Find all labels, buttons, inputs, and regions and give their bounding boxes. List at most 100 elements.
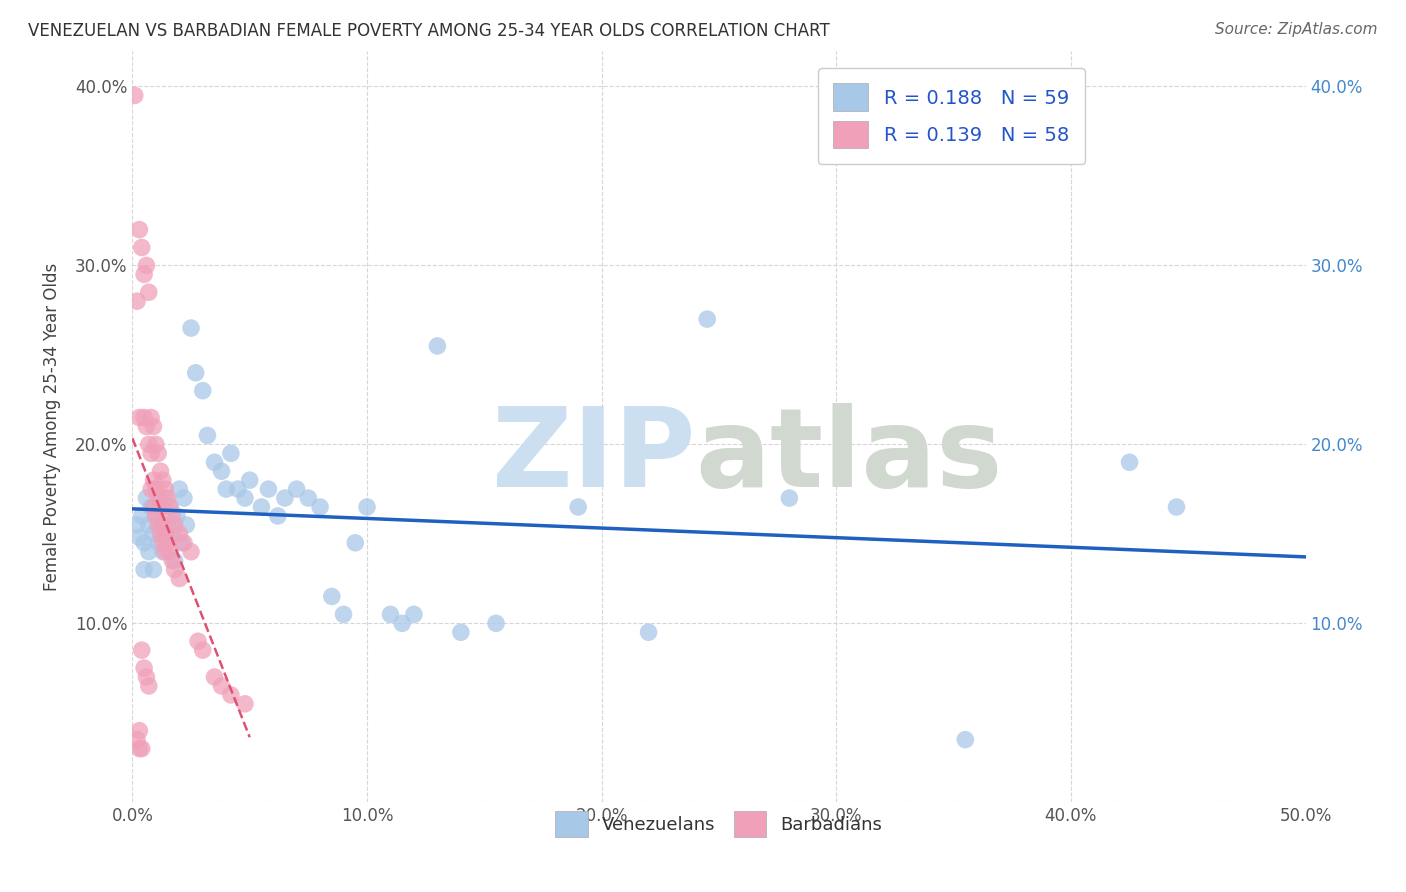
Text: atlas: atlas bbox=[696, 403, 1002, 510]
Point bbox=[125, 732, 148, 747]
Point bbox=[169, 482, 191, 496]
Point bbox=[169, 526, 191, 541]
Point bbox=[215, 482, 238, 496]
Point bbox=[285, 482, 308, 496]
Point bbox=[426, 339, 449, 353]
Point bbox=[211, 679, 233, 693]
Point bbox=[152, 473, 174, 487]
Text: VENEZUELAN VS BARBADIAN FEMALE POVERTY AMONG 25-34 YEAR OLDS CORRELATION CHART: VENEZUELAN VS BARBADIAN FEMALE POVERTY A… bbox=[28, 22, 830, 40]
Point bbox=[159, 500, 181, 514]
Point bbox=[204, 670, 226, 684]
Point bbox=[211, 464, 233, 478]
Point bbox=[197, 428, 219, 442]
Point bbox=[219, 446, 242, 460]
Point bbox=[1166, 500, 1188, 514]
Point bbox=[128, 222, 150, 236]
Point bbox=[125, 294, 148, 309]
Point bbox=[163, 563, 186, 577]
Point bbox=[184, 366, 207, 380]
Point bbox=[180, 545, 202, 559]
Point bbox=[135, 491, 157, 505]
Point bbox=[149, 517, 172, 532]
Point bbox=[162, 508, 184, 523]
Point bbox=[138, 679, 160, 693]
Point bbox=[156, 536, 179, 550]
Point bbox=[148, 536, 170, 550]
Point bbox=[173, 491, 195, 505]
Point bbox=[135, 670, 157, 684]
Point bbox=[142, 419, 165, 434]
Legend: Venezuelans, Barbadians: Venezuelans, Barbadians bbox=[547, 802, 891, 846]
Point bbox=[159, 545, 181, 559]
Point bbox=[321, 590, 343, 604]
Point bbox=[138, 285, 160, 300]
Point bbox=[166, 508, 188, 523]
Point bbox=[485, 616, 508, 631]
Point bbox=[233, 491, 256, 505]
Point bbox=[142, 473, 165, 487]
Point bbox=[309, 500, 332, 514]
Point bbox=[152, 545, 174, 559]
Point bbox=[138, 545, 160, 559]
Point bbox=[233, 697, 256, 711]
Point bbox=[180, 321, 202, 335]
Point bbox=[139, 482, 162, 496]
Point bbox=[128, 741, 150, 756]
Point bbox=[297, 491, 319, 505]
Point bbox=[149, 526, 172, 541]
Point bbox=[131, 240, 153, 254]
Point bbox=[191, 384, 214, 398]
Point bbox=[135, 419, 157, 434]
Point bbox=[155, 491, 177, 505]
Point bbox=[152, 517, 174, 532]
Point bbox=[955, 732, 977, 747]
Point bbox=[145, 437, 167, 451]
Point bbox=[142, 563, 165, 577]
Point bbox=[124, 88, 146, 103]
Point bbox=[162, 554, 184, 568]
Point bbox=[187, 634, 209, 648]
Point bbox=[135, 259, 157, 273]
Text: ZIP: ZIP bbox=[492, 403, 696, 510]
Point bbox=[131, 508, 153, 523]
Text: Source: ZipAtlas.com: Source: ZipAtlas.com bbox=[1215, 22, 1378, 37]
Point bbox=[778, 491, 800, 505]
Point bbox=[142, 500, 165, 514]
Point bbox=[139, 500, 162, 514]
Point bbox=[128, 723, 150, 738]
Point bbox=[132, 536, 155, 550]
Point bbox=[139, 410, 162, 425]
Point bbox=[148, 491, 170, 505]
Point bbox=[176, 517, 198, 532]
Y-axis label: Female Poverty Among 25-34 Year Olds: Female Poverty Among 25-34 Year Olds bbox=[44, 262, 60, 591]
Point bbox=[163, 554, 186, 568]
Point bbox=[191, 643, 214, 657]
Point bbox=[226, 482, 249, 496]
Point bbox=[132, 661, 155, 675]
Point bbox=[637, 625, 659, 640]
Point bbox=[139, 446, 162, 460]
Point bbox=[344, 536, 367, 550]
Point bbox=[204, 455, 226, 469]
Point bbox=[152, 536, 174, 550]
Point bbox=[145, 482, 167, 496]
Point bbox=[132, 563, 155, 577]
Point bbox=[567, 500, 589, 514]
Point bbox=[173, 536, 195, 550]
Point bbox=[267, 508, 290, 523]
Point bbox=[132, 410, 155, 425]
Point bbox=[149, 464, 172, 478]
Point bbox=[155, 482, 177, 496]
Point bbox=[138, 517, 160, 532]
Point bbox=[1118, 455, 1140, 469]
Point bbox=[274, 491, 297, 505]
Point bbox=[169, 572, 191, 586]
Point bbox=[219, 688, 242, 702]
Point bbox=[391, 616, 413, 631]
Point bbox=[162, 526, 184, 541]
Point bbox=[170, 536, 193, 550]
Point bbox=[356, 500, 378, 514]
Point bbox=[138, 437, 160, 451]
Point bbox=[155, 526, 177, 541]
Point bbox=[145, 508, 167, 523]
